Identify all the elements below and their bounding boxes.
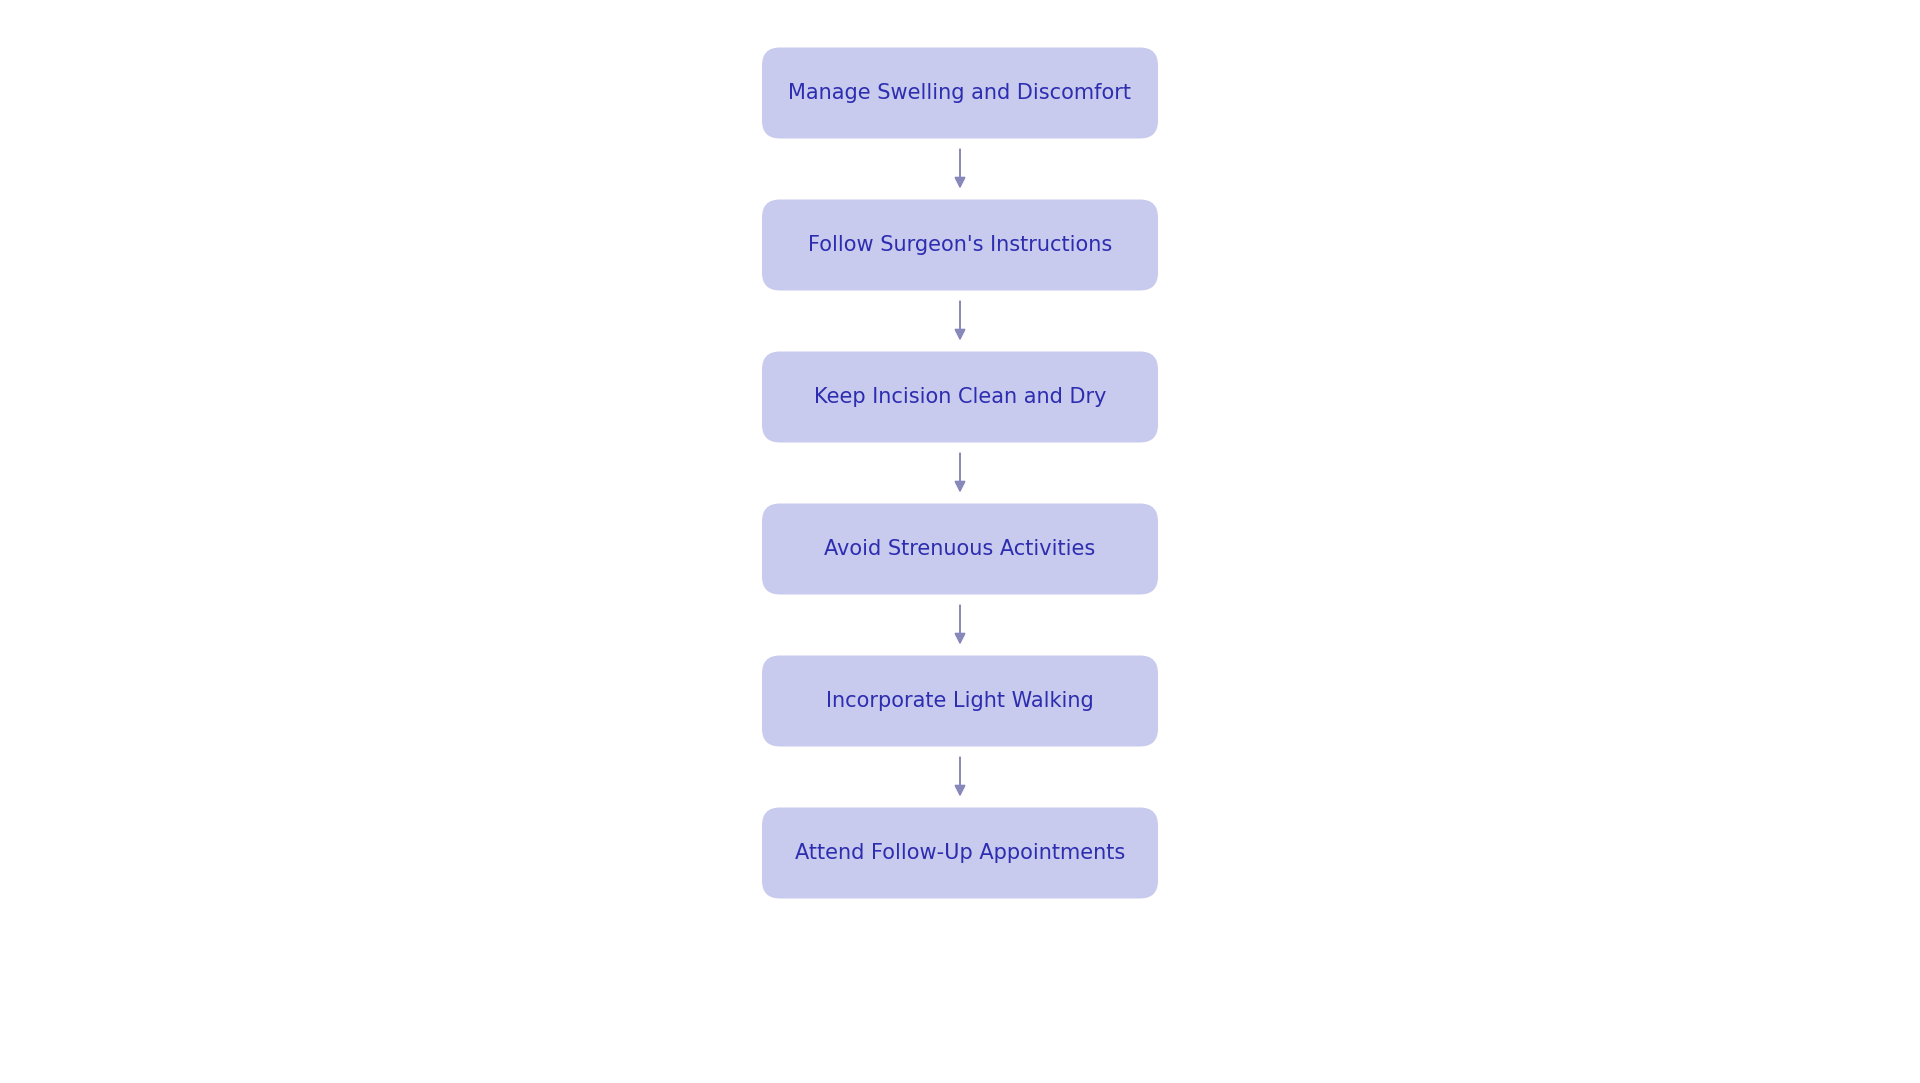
- FancyBboxPatch shape: [762, 48, 1158, 139]
- FancyBboxPatch shape: [762, 199, 1158, 290]
- FancyBboxPatch shape: [762, 504, 1158, 595]
- Text: Manage Swelling and Discomfort: Manage Swelling and Discomfort: [789, 83, 1131, 103]
- Text: Keep Incision Clean and Dry: Keep Incision Clean and Dry: [814, 387, 1106, 407]
- Text: Incorporate Light Walking: Incorporate Light Walking: [826, 691, 1094, 712]
- FancyBboxPatch shape: [762, 808, 1158, 899]
- Text: Avoid Strenuous Activities: Avoid Strenuous Activities: [824, 539, 1096, 559]
- Text: Attend Follow-Up Appointments: Attend Follow-Up Appointments: [795, 843, 1125, 863]
- FancyBboxPatch shape: [762, 655, 1158, 746]
- FancyBboxPatch shape: [762, 352, 1158, 443]
- Text: Follow Surgeon's Instructions: Follow Surgeon's Instructions: [808, 235, 1112, 255]
